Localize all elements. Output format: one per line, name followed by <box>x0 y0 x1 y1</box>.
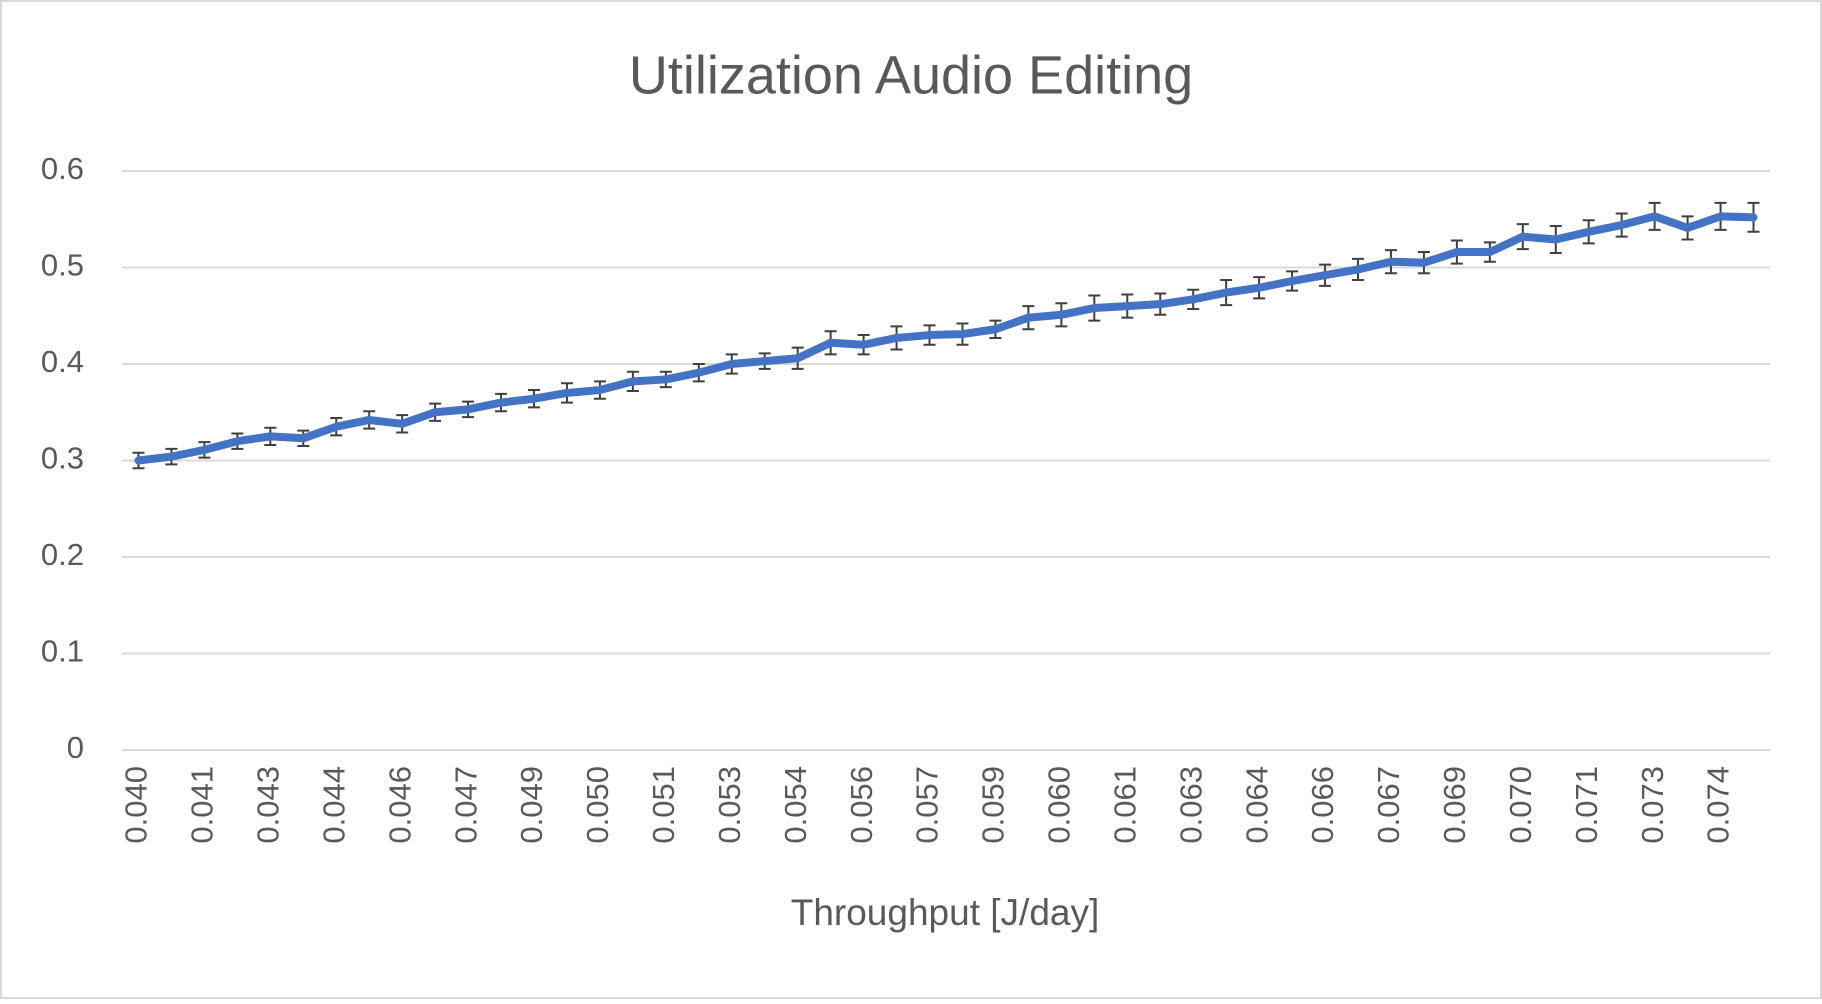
x-tick-label: 0.041 <box>185 766 220 844</box>
chart-title: Utilization Audio Editing <box>629 45 1193 105</box>
x-axis-title: Throughput [J/day] <box>791 892 1100 933</box>
y-tick-label: 0.3 <box>41 441 84 476</box>
x-tick-label: 0.074 <box>1701 766 1736 844</box>
x-tick-label: 0.057 <box>910 766 945 844</box>
y-tick-label: 0.2 <box>41 537 84 572</box>
x-tick-label: 0.047 <box>448 766 483 844</box>
y-tick-label: 0.5 <box>41 248 84 283</box>
x-tick-label: 0.066 <box>1305 766 1340 844</box>
data-line <box>134 212 1758 465</box>
x-tick-label: 0.051 <box>646 766 681 844</box>
x-tick-label: 0.050 <box>580 766 615 844</box>
x-tick-label: 0.064 <box>1239 766 1274 844</box>
x-tick-label: 0.043 <box>251 766 286 844</box>
y-tick-label: 0 <box>67 730 84 765</box>
x-tick-label: 0.067 <box>1371 766 1406 844</box>
x-tick-label: 0.061 <box>1107 766 1142 844</box>
x-tick-label: 0.070 <box>1503 766 1538 844</box>
x-tick-label: 0.040 <box>119 766 154 844</box>
x-tick-label: 0.053 <box>712 766 747 844</box>
x-tick-label: 0.060 <box>1042 766 1077 844</box>
x-tick-label: 0.044 <box>316 766 351 844</box>
y-tick-label: 0.6 <box>41 151 84 186</box>
x-tick-label: 0.054 <box>778 766 813 844</box>
x-tick-label: 0.069 <box>1437 766 1472 844</box>
x-tick-label: 0.073 <box>1635 766 1670 844</box>
x-tick-label: 0.071 <box>1569 766 1604 844</box>
y-tick-label: 0.4 <box>41 344 84 379</box>
x-tick-label: 0.056 <box>844 766 879 844</box>
x-tick-label: 0.049 <box>514 766 549 844</box>
x-tick-label: 0.059 <box>976 766 1011 844</box>
x-tick-label: 0.046 <box>382 766 417 844</box>
x-tick-label: 0.063 <box>1173 766 1208 844</box>
y-tick-label: 0.1 <box>41 634 84 669</box>
